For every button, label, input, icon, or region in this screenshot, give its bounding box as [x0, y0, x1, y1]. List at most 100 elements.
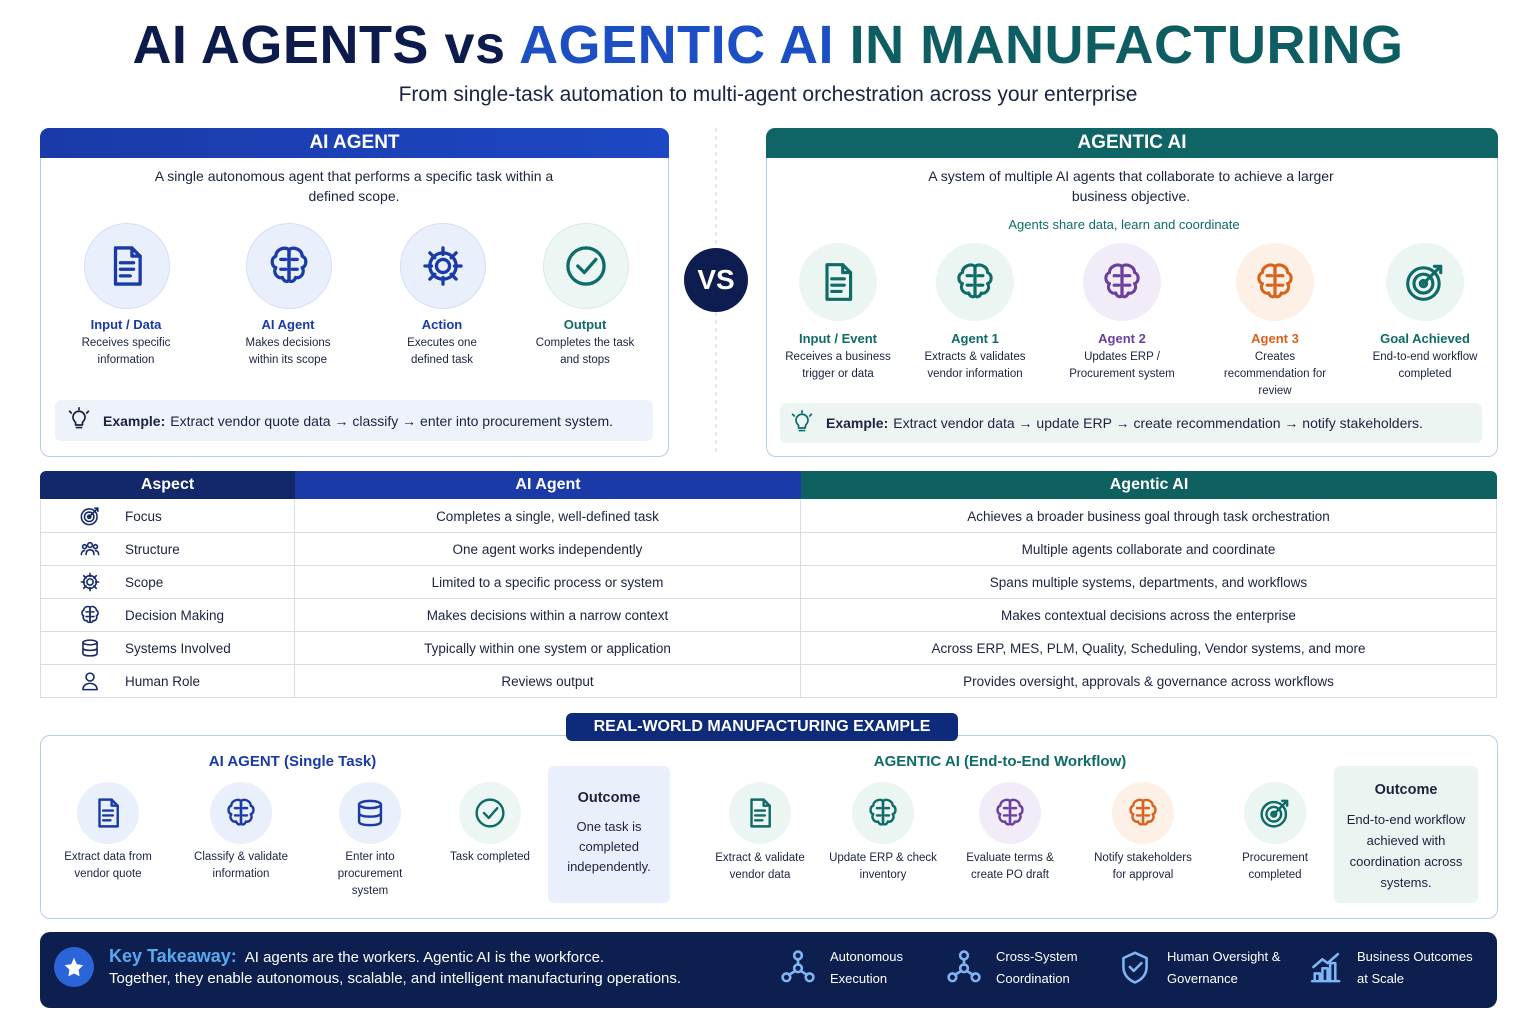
icon-part	[475, 798, 505, 828]
banner: Agents share data, learn and coordinate	[1008, 217, 1240, 232]
takeaway-line: Key Takeaway: AI agents are the workers. …	[109, 946, 749, 967]
icon-part	[825, 263, 853, 301]
icon-part	[996, 798, 1024, 826]
step-icon	[799, 243, 877, 321]
step-text: Receives specific information	[81, 337, 171, 366]
icon-part	[1310, 952, 1341, 983]
icon-part	[1135, 799, 1151, 824]
icon-part	[947, 950, 981, 983]
feature-text: Autonomous Execution	[830, 949, 903, 986]
table-cell: Limited to a specific process or system	[295, 566, 801, 599]
feature-icon	[944, 947, 984, 987]
icon-part	[1265, 264, 1285, 297]
step-icon	[1083, 243, 1161, 321]
feature-text: Cross-System Coordination	[996, 949, 1078, 986]
step-icon	[210, 782, 272, 844]
icon-part	[80, 507, 99, 526]
icon-part	[85, 606, 95, 623]
step-icon	[543, 223, 629, 309]
icon-part	[101, 798, 119, 822]
row-icon	[79, 604, 101, 629]
icon-part	[869, 798, 897, 826]
icon-part	[965, 264, 985, 297]
step-label: Output	[563, 317, 607, 332]
icon-part	[72, 410, 86, 429]
icon-part	[790, 409, 814, 437]
icon-part	[875, 799, 891, 824]
icon-part	[996, 798, 1024, 826]
row-icon	[79, 637, 101, 662]
example-label: Example:	[826, 415, 889, 431]
star-badge	[54, 947, 94, 987]
step-label: Agent 3	[1251, 331, 1299, 346]
icon-part	[957, 263, 993, 299]
step-label: Input / Data	[90, 317, 162, 332]
step-icon	[84, 223, 170, 309]
table-cell: Reviews output	[295, 665, 801, 698]
step-text: Classify & validate information	[194, 851, 288, 880]
icon-part	[113, 246, 142, 286]
takeaway-label: Key Takeaway:	[109, 946, 237, 966]
icon-part	[1421, 264, 1443, 286]
icon-part	[475, 798, 505, 828]
feature-text: Business Outcomes at Scale	[1357, 949, 1473, 986]
icon-part	[68, 407, 90, 414]
icon-part	[1104, 263, 1140, 299]
row-icon	[79, 538, 101, 563]
icon-part	[357, 799, 383, 827]
section-title: REAL-WORLD MANUFACTURING EXAMPLE	[566, 713, 958, 741]
table-cell: One agent works independently	[295, 533, 801, 566]
step-label: Goal Achieved	[1380, 331, 1470, 346]
step-icon	[1244, 782, 1306, 844]
icon-part	[1418, 278, 1429, 289]
icon-part	[82, 682, 98, 691]
icon-part	[1257, 263, 1293, 299]
icon-part	[98, 798, 119, 828]
panel-description: A system of multiple AI agents that coll…	[928, 168, 1334, 204]
step-icon	[979, 782, 1041, 844]
outcome-title: Outcome	[1374, 782, 1438, 798]
step-icon	[400, 223, 486, 309]
takeaway-bar	[40, 932, 1497, 1008]
table-header: Aspect	[40, 471, 295, 499]
step-text: Receives a business trigger or data	[785, 351, 891, 380]
icon-part	[86, 541, 94, 549]
step-text: Completes the task and stops	[535, 337, 635, 366]
table-cell: Provides oversight, approvals & governan…	[801, 665, 1497, 698]
step-text: Task completed	[450, 851, 530, 863]
icon-part	[750, 798, 771, 828]
table-header: Agentic AI	[801, 471, 1497, 499]
step-text: End-to-end workflow completed	[1372, 351, 1478, 380]
icon-part	[1129, 798, 1157, 826]
icon-part	[953, 958, 975, 976]
icon-part	[1310, 952, 1341, 983]
icon-part	[434, 257, 452, 275]
step-text: Creates recommendation for review	[1223, 351, 1327, 397]
icon-part	[957, 263, 993, 299]
icon-part	[781, 950, 815, 983]
feature-icon	[778, 947, 818, 987]
icon-part	[576, 257, 598, 275]
icon-part	[92, 543, 99, 550]
table-cell: Makes contextual decisions across the en…	[801, 599, 1497, 632]
outcome-box	[548, 766, 670, 903]
icon-part	[423, 246, 463, 286]
icon-part	[80, 541, 100, 556]
outcome-title: Outcome	[577, 790, 641, 806]
icon-part	[1129, 798, 1157, 826]
icon-part	[791, 409, 813, 431]
icon-part	[88, 507, 99, 518]
outcome-box	[1334, 766, 1478, 903]
icon-part	[566, 246, 606, 286]
icon-part	[82, 641, 98, 657]
vs-badge: VS	[684, 248, 748, 312]
table-cell: Makes decisions within a narrow context	[295, 599, 801, 632]
icon-part	[804, 972, 815, 983]
table-cell: Achieves a broader business goal through…	[801, 500, 1497, 533]
icon-part	[1265, 805, 1283, 823]
table-cell: Typically within one system or applicati…	[295, 632, 801, 665]
subsection-title: AGENTIC AI (End-to-End Workflow)	[873, 753, 1127, 770]
step-text: Procurement completed	[1242, 852, 1308, 881]
